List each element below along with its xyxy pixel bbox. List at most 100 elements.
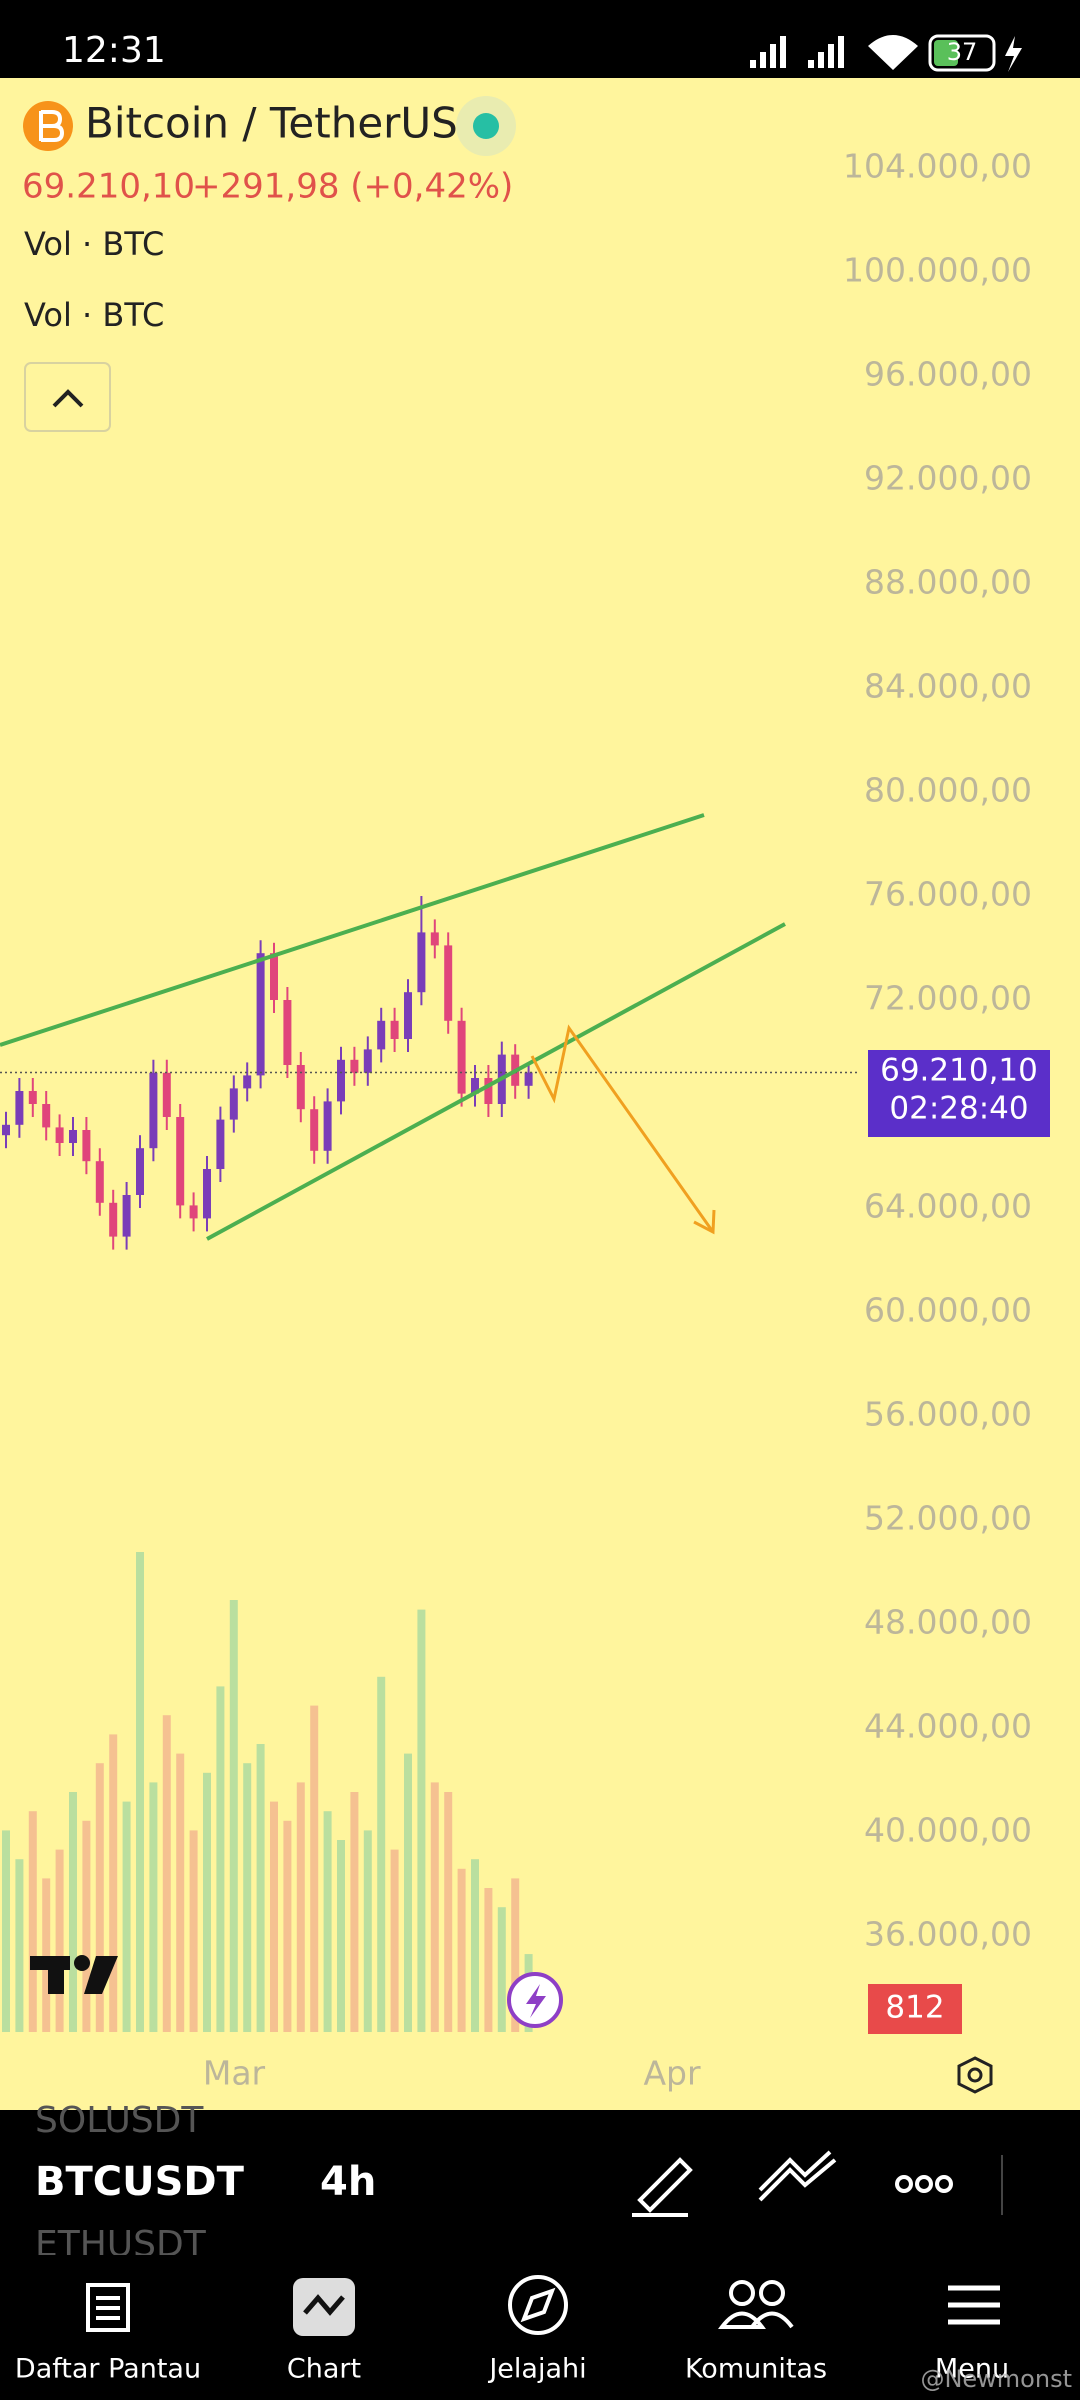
y-tick-label: 52.000,00 bbox=[864, 1499, 1032, 1538]
candle-body bbox=[390, 1020, 399, 1039]
candle-body bbox=[136, 1148, 144, 1195]
y-tick-label: 104.000,00 bbox=[843, 147, 1032, 186]
trend-tool[interactable] bbox=[758, 2150, 837, 2202]
volume-bar bbox=[162, 1715, 171, 2032]
candle-body bbox=[28, 1091, 37, 1104]
nav-label[interactable]: Komunitas bbox=[685, 2354, 827, 2385]
settings-button[interactable] bbox=[957, 2056, 993, 2094]
candle-body bbox=[55, 1127, 64, 1143]
candle-body bbox=[417, 932, 426, 993]
volume-bar bbox=[243, 1763, 252, 2032]
projection-arrow bbox=[530, 1024, 715, 1233]
chevron-up bbox=[52, 389, 84, 408]
volume-bar bbox=[109, 1734, 118, 2032]
y-tick-label: 80.000,00 bbox=[864, 771, 1032, 810]
market-open-dot bbox=[473, 113, 499, 139]
candle-body bbox=[524, 1072, 533, 1086]
y-tick-label: 76.000,00 bbox=[864, 875, 1032, 914]
volume-bar bbox=[390, 1849, 399, 2032]
volume-bar bbox=[122, 1801, 131, 2032]
volume-bar bbox=[270, 1801, 278, 2032]
price-change: +291,98 (+0,42%) bbox=[192, 167, 513, 207]
last-price: 69.210,10 bbox=[22, 167, 195, 207]
y-tick-label: 44.000,00 bbox=[864, 1707, 1032, 1746]
watermark: @Newmonst bbox=[920, 2365, 1072, 2393]
interval[interactable]: 4h bbox=[320, 2159, 376, 2205]
volume-bar bbox=[95, 1763, 104, 2032]
candle-body bbox=[109, 1202, 118, 1237]
candle-body bbox=[484, 1078, 493, 1104]
symbol-option[interactable]: SOLUSDT bbox=[35, 2100, 204, 2141]
volume-bar bbox=[55, 1849, 64, 2032]
volume-bar bbox=[363, 1830, 372, 2032]
volume-bar bbox=[404, 1753, 412, 2032]
volume-bar bbox=[176, 1753, 185, 2032]
volume-bar bbox=[444, 1792, 453, 2032]
volume-badge bbox=[868, 1984, 962, 2034]
more-button[interactable] bbox=[895, 2175, 953, 2193]
coin-glyph bbox=[39, 110, 65, 142]
candle-body bbox=[310, 1109, 319, 1151]
nav-bar bbox=[0, 2255, 1080, 2400]
candle-body bbox=[270, 953, 278, 1000]
battery-level: 37 bbox=[947, 38, 978, 66]
current-symbol[interactable]: BTCUSDT bbox=[35, 2159, 245, 2205]
volume-bar bbox=[149, 1782, 158, 2032]
volume-bar bbox=[216, 1686, 225, 2032]
volume-bar bbox=[430, 1782, 439, 2032]
candle-body bbox=[404, 992, 412, 1039]
trendline bbox=[206, 922, 786, 1241]
candle-body bbox=[189, 1205, 198, 1219]
volume-bar bbox=[136, 1552, 144, 2032]
candle-body bbox=[444, 945, 453, 1021]
candle-body bbox=[2, 1124, 10, 1136]
volume-badge-value: 812 bbox=[885, 1990, 944, 2026]
nav-icon bbox=[520, 2287, 556, 2323]
nav-label[interactable]: Menu bbox=[935, 2354, 1009, 2385]
y-tick-label: 100.000,00 bbox=[843, 251, 1032, 290]
candle-body bbox=[377, 1020, 386, 1050]
arrow-head bbox=[693, 1209, 716, 1235]
volume-bar bbox=[15, 1859, 24, 2032]
nav-label[interactable]: Chart bbox=[287, 2354, 361, 2385]
volume-bar bbox=[82, 1820, 91, 2032]
candle-body bbox=[95, 1161, 104, 1203]
volume-bar bbox=[497, 1907, 506, 2032]
y-tick-label: 72.000,00 bbox=[864, 979, 1032, 1018]
volume-bar bbox=[189, 1830, 198, 2032]
collapse-button[interactable] bbox=[24, 362, 111, 432]
volume-bar bbox=[511, 1878, 520, 2032]
volume-bar bbox=[377, 1676, 386, 2032]
candle-body bbox=[243, 1075, 252, 1089]
countdown: 02:28:40 bbox=[889, 1091, 1028, 1127]
y-tick-label: 56.000,00 bbox=[864, 1395, 1032, 1434]
candle-body bbox=[256, 953, 265, 1076]
nav-icon bbox=[86, 2283, 130, 2332]
volume-bar bbox=[471, 1859, 479, 2032]
candle-body bbox=[149, 1072, 158, 1149]
volume-bar bbox=[2, 1830, 10, 2032]
nav-label[interactable]: Jelajahi bbox=[487, 2354, 586, 2385]
nav-icon bbox=[303, 2294, 345, 2316]
candle-body bbox=[216, 1119, 225, 1169]
y-tick-label: 96.000,00 bbox=[864, 355, 1032, 394]
draw-tool[interactable] bbox=[632, 2157, 693, 2217]
price-axis: 104.000,00 100.000,00 96.000,00 92.000,00 88… bbox=[843, 147, 1032, 1954]
price-badge bbox=[868, 1050, 1050, 1137]
x-tick-label: Mar bbox=[203, 2054, 266, 2093]
volume-bar bbox=[256, 1744, 265, 2032]
volume-bar bbox=[337, 1840, 345, 2032]
symbol-name: Bitcoin / TetherUS bbox=[85, 99, 458, 148]
indicator: Vol · BTC bbox=[24, 225, 164, 263]
candle-body bbox=[323, 1101, 332, 1151]
candle-body bbox=[363, 1049, 372, 1073]
nav-label[interactable]: Daftar Pantau bbox=[15, 2354, 201, 2385]
candle-body bbox=[162, 1072, 171, 1117]
status-icons bbox=[750, 34, 1022, 72]
y-tick-label: 40.000,00 bbox=[864, 1811, 1032, 1850]
status-time: 12:31 bbox=[62, 30, 166, 71]
volume-bar bbox=[310, 1705, 319, 2032]
candle-body bbox=[296, 1065, 305, 1110]
candle-body bbox=[176, 1117, 185, 1206]
